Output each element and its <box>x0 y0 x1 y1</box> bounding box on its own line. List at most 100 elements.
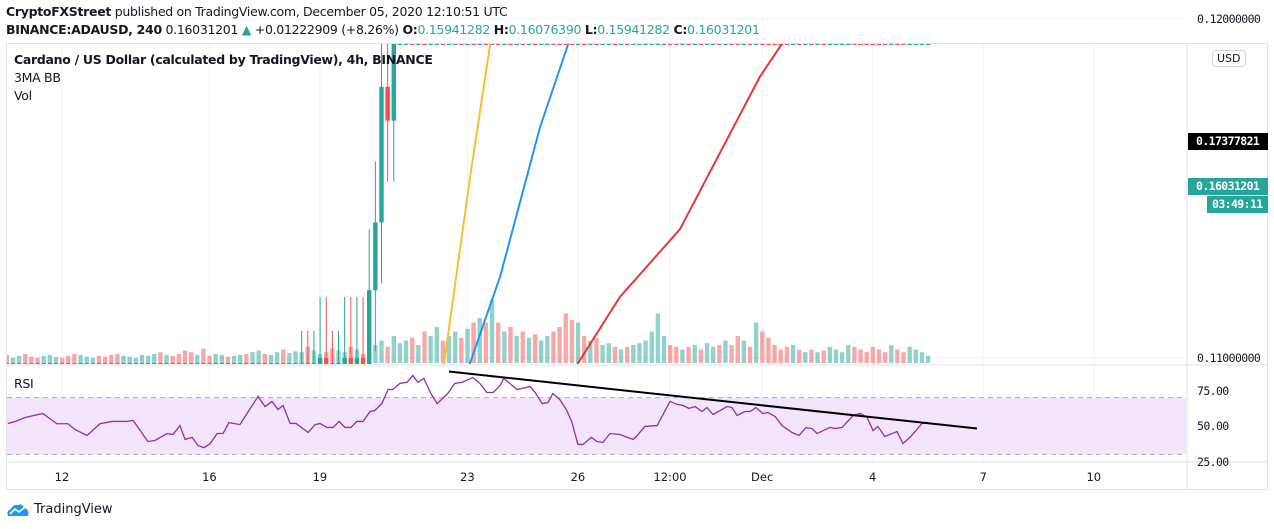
candle-body <box>299 363 304 364</box>
volume-bar <box>201 348 206 363</box>
candle-body <box>250 363 255 364</box>
time-tick-label: 10 <box>1086 470 1102 484</box>
candle-body <box>416 44 421 45</box>
candle-body <box>0 363 3 364</box>
up-triangle-icon: ▲ <box>241 22 252 37</box>
candle-body <box>170 363 175 364</box>
time-tick-label: 12 <box>54 470 70 484</box>
volume-bar <box>176 354 182 363</box>
candle-body <box>649 44 654 45</box>
candle-body <box>919 44 925 45</box>
candle-body <box>238 363 243 364</box>
currency-button[interactable]: USD <box>1212 50 1246 67</box>
candle-body <box>864 44 869 45</box>
candle-body <box>133 363 139 364</box>
candle-body <box>686 44 691 45</box>
volume-bar <box>514 336 519 363</box>
volume-bar <box>649 331 654 363</box>
time-tick-label: 12:00 <box>653 470 687 484</box>
candle-body <box>895 44 900 45</box>
candle-body <box>397 44 403 45</box>
volume-bar <box>717 345 722 363</box>
candle-body <box>852 44 857 45</box>
candle-body <box>225 363 231 364</box>
candle-body <box>532 44 538 45</box>
volume-bar <box>145 355 151 363</box>
volume-bar <box>164 354 169 363</box>
volume-bar <box>631 345 636 363</box>
volume-bar <box>594 337 599 363</box>
candle-body <box>637 44 642 45</box>
candle-body <box>102 363 108 364</box>
candle-body <box>311 363 317 364</box>
tradingview-logo[interactable]: TradingView <box>6 502 113 517</box>
volume-bar <box>373 345 378 363</box>
rsi-trendline <box>448 370 978 430</box>
candle-body <box>821 44 826 45</box>
candle-body <box>367 290 372 364</box>
candle-body <box>667 44 673 45</box>
volume-bar <box>379 340 384 363</box>
rsi-tick-label: 25.00 <box>1197 454 1229 469</box>
candle-body <box>78 363 83 364</box>
candle-body <box>66 363 71 364</box>
candle-body <box>729 44 734 45</box>
candles <box>0 44 931 364</box>
volume-bar <box>207 355 212 363</box>
price-change: +0.01222909 (+8.26%) <box>254 22 399 37</box>
candle-body <box>545 44 550 45</box>
volume-bar <box>452 331 458 363</box>
volume-bar <box>815 352 820 363</box>
ma-slow-line <box>576 44 784 364</box>
candle-body <box>182 363 188 364</box>
volume-bar <box>428 336 433 363</box>
volume-bar <box>250 352 255 363</box>
volume-bar <box>637 343 642 363</box>
volume-bar <box>287 353 292 363</box>
candle-body <box>901 44 906 45</box>
time-tick-label: 19 <box>312 470 328 484</box>
ma-fast-line <box>442 44 492 364</box>
indicator-legend[interactable]: 3MA BB <box>14 70 61 85</box>
volume-legend[interactable]: Vol <box>14 88 32 103</box>
volume-bar <box>195 354 200 363</box>
candle-body <box>692 44 697 45</box>
volume-bar <box>778 349 783 363</box>
candle-body <box>16 363 22 364</box>
volume-bar <box>102 356 108 363</box>
volume-bar <box>53 356 59 363</box>
candle-body <box>373 222 378 291</box>
rsi-legend[interactable]: RSI <box>14 376 34 391</box>
candle-body <box>839 44 845 45</box>
candle-body <box>219 363 225 364</box>
candle-body <box>753 44 759 45</box>
publisher-name[interactable]: CryptoFXStreet <box>6 4 112 19</box>
candle-body <box>717 44 722 45</box>
volume-bar <box>698 349 704 363</box>
volume-bar <box>606 343 611 363</box>
candle-body <box>152 363 157 364</box>
volume-bar <box>901 352 906 363</box>
volume-bar <box>569 319 575 363</box>
volume-bar <box>139 354 145 363</box>
volume-bar <box>422 331 427 363</box>
volume-bar <box>600 345 605 363</box>
volume-bar <box>471 322 476 363</box>
volume-bar <box>809 349 814 363</box>
chart-title[interactable]: Cardano / US Dollar (calculated by Tradi… <box>14 52 433 67</box>
volume-bar <box>876 349 882 363</box>
volume-bar <box>680 349 685 363</box>
volume-bar <box>446 336 452 363</box>
last-price: 0.16031201 <box>165 22 239 37</box>
volume-bar <box>889 345 894 363</box>
candle-body <box>508 44 513 45</box>
candle-body <box>10 363 16 364</box>
candle-body <box>256 363 261 364</box>
open-value: 0.15941282 <box>417 22 491 37</box>
candle-body <box>121 363 126 364</box>
candle-body <box>913 44 919 45</box>
candle-body <box>287 363 292 364</box>
candle-body <box>520 44 525 45</box>
volume-bar <box>692 345 697 363</box>
